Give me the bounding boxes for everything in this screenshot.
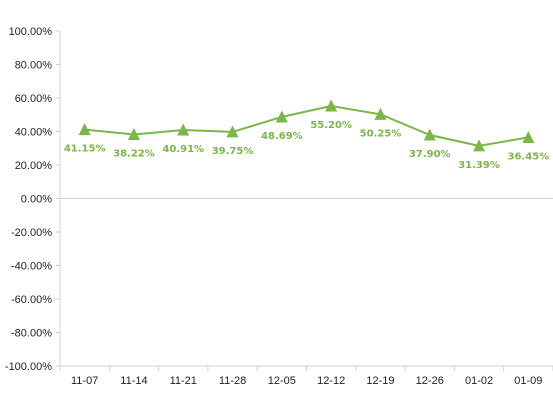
data-point-marker xyxy=(423,128,436,141)
y-tick-label: 0.00% xyxy=(21,194,52,206)
data-point-marker xyxy=(325,99,338,112)
data-label: 37.90% xyxy=(409,149,451,160)
x-tick-label: 12-12 xyxy=(317,375,345,387)
x-tick-label: 12-19 xyxy=(366,375,394,387)
y-tick-label: 40.00% xyxy=(15,127,53,139)
data-point-marker xyxy=(522,130,535,143)
y-tick-label: -60.00% xyxy=(11,294,52,306)
data-point-marker xyxy=(226,125,239,138)
x-tick-label: 12-05 xyxy=(268,375,296,387)
x-tick-label: 01-02 xyxy=(465,375,493,387)
y-tick-label: -20.00% xyxy=(11,227,52,239)
data-label: 55.20% xyxy=(310,120,352,131)
x-tick-label: 12-26 xyxy=(416,375,444,387)
data-point-marker xyxy=(177,123,190,136)
y-tick-label: 60.00% xyxy=(15,93,53,105)
x-tick-label: 01-09 xyxy=(514,375,542,387)
data-label: 50.25% xyxy=(360,128,402,139)
data-point-marker xyxy=(275,110,288,123)
data-label: 31.39% xyxy=(458,160,500,171)
data-label: 40.91% xyxy=(162,144,204,155)
x-tick-label: 11-14 xyxy=(120,375,147,387)
x-tick-label: 11-21 xyxy=(170,375,197,387)
data-point-marker xyxy=(127,127,140,140)
y-tick-label: -80.00% xyxy=(11,328,52,340)
y-tick-label: 100.00% xyxy=(9,26,53,38)
x-tick-label: 11-07 xyxy=(71,375,98,387)
y-tick-label: 20.00% xyxy=(15,160,53,172)
data-label: 39.75% xyxy=(212,146,254,157)
y-tick-label: -100.00% xyxy=(5,361,52,373)
x-tick-label: 11-28 xyxy=(219,375,246,387)
data-label: 38.22% xyxy=(113,148,155,159)
data-label: 36.45% xyxy=(508,151,550,162)
y-tick-label: 80.00% xyxy=(15,60,53,72)
data-point-marker xyxy=(374,107,387,120)
data-point-marker xyxy=(78,123,91,136)
series-line xyxy=(84,105,529,147)
data-point-marker xyxy=(473,139,486,152)
y-tick-label: -40.00% xyxy=(11,261,52,273)
data-label: 48.69% xyxy=(261,131,303,142)
data-label: 41.15% xyxy=(64,144,106,155)
